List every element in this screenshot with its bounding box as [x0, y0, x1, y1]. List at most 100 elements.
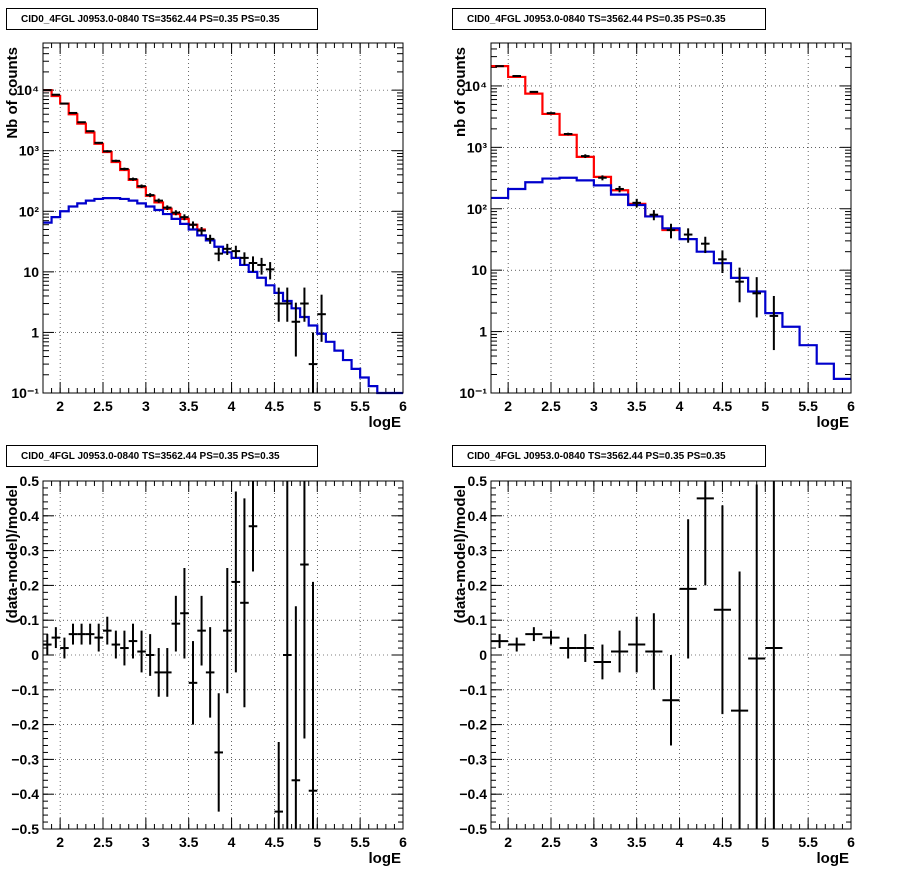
data-point: [317, 294, 326, 342]
x-tick-label: 2.5: [541, 834, 561, 850]
panel-3: 2 2.5 3 3.5 4 4.5 5 5.5 6 −0.5 −0.4 −0.3 −0.2 −0.1 0 0.…: [4, 473, 407, 867]
data-point: [529, 90, 539, 93]
data-point: [248, 481, 258, 572]
data-point: [581, 154, 590, 159]
data-point: [765, 481, 783, 829]
x-tick-label: 3.5: [179, 834, 199, 850]
x-tick-label: 3: [142, 398, 150, 414]
data-point: [77, 623, 86, 645]
data-point: [598, 175, 607, 181]
data-point: [145, 634, 155, 676]
data-point: [731, 571, 749, 829]
data-point: [542, 630, 560, 645]
data-point: [103, 150, 112, 153]
y-tick-label: 0.2: [20, 577, 40, 593]
data-point: [111, 630, 121, 659]
y-tick-label: 10⁻¹: [459, 385, 487, 401]
data-point: [223, 568, 232, 694]
y-tick-label: 10³: [19, 143, 40, 159]
data-point: [649, 210, 659, 221]
y-tick-label: 0.3: [468, 543, 488, 559]
y-tick-label: 1: [479, 324, 487, 340]
data-point: [563, 132, 573, 136]
data-point: [77, 121, 86, 124]
data-point: [666, 223, 676, 239]
x-tick-label: 4: [676, 398, 684, 414]
x-axis-title: logE: [369, 414, 402, 431]
data-point: [559, 637, 577, 659]
y-tick-label: 0: [31, 647, 39, 663]
y-axis-title: nb of counts: [452, 47, 469, 137]
x-tick-label: 5.5: [350, 398, 370, 414]
y-tick-label: 10²: [19, 203, 40, 219]
x-tick-label: 2: [56, 834, 64, 850]
x-tick-label: 5: [313, 398, 321, 414]
data-point: [718, 250, 727, 273]
x-tick-label: 5.5: [350, 834, 370, 850]
data-point: [180, 568, 189, 659]
x-tick-label: 5: [761, 834, 769, 850]
y-tick-label: −0.2: [11, 717, 39, 733]
data-point: [188, 221, 198, 229]
y-tick-label: 10: [471, 262, 487, 278]
x-tick-label: 4.5: [265, 834, 285, 850]
data-point: [308, 332, 318, 393]
data-point: [748, 484, 766, 829]
data-point: [60, 102, 69, 105]
data-point: [611, 630, 629, 673]
y-tick-label: 10⁴: [465, 78, 488, 94]
data-point: [274, 742, 283, 829]
data-point: [291, 302, 301, 357]
y-tick-label: −0.5: [459, 821, 487, 837]
x-tick-label: 5: [313, 834, 321, 850]
data-point: [508, 637, 526, 652]
x-tick-label: 6: [399, 834, 407, 850]
data-point: [43, 634, 52, 655]
panel-2: 2 2.5 3 3.5 4 4.5 5 5.5 6 10⁻¹ 1 10 10² 10³ 10⁴ logE nb …: [452, 42, 855, 431]
y-tick-label: 0.4: [20, 508, 40, 524]
data-point: [512, 75, 521, 78]
data-point: [300, 481, 309, 739]
data-point: [495, 65, 504, 68]
data-point: [205, 234, 215, 244]
data-point: [103, 616, 112, 645]
data-point: [214, 247, 223, 262]
data-point: [735, 267, 744, 303]
data-point: [632, 198, 641, 208]
data-point: [265, 262, 275, 280]
plot-frame: [42, 480, 404, 830]
data-point: [145, 193, 155, 198]
data-point: [120, 630, 129, 666]
x-tick-label: 2.5: [93, 398, 113, 414]
data-point: [240, 252, 249, 265]
x-tick-label: 3.5: [627, 834, 647, 850]
x-tick-label: 3.5: [627, 398, 647, 414]
data-point: [248, 256, 258, 272]
x-tick-label: 6: [847, 834, 855, 850]
data-point: [662, 655, 680, 746]
data-point: [713, 505, 731, 715]
data-point: [85, 623, 95, 645]
y-tick-label: −0.3: [11, 751, 39, 767]
y-tick-label: 0.5: [468, 473, 488, 489]
data-point: [231, 245, 241, 258]
data-point: [94, 623, 103, 652]
y-axis-title: Nb of counts: [4, 47, 21, 139]
data-point: [154, 648, 163, 697]
x-tick-label: 2.5: [93, 834, 113, 850]
x-tick-label: 4.5: [265, 398, 285, 414]
data-point: [163, 648, 172, 697]
y-tick-label: −0.2: [459, 717, 487, 733]
y-tick-label: −0.1: [459, 682, 487, 698]
x-tick-label: 3: [142, 834, 150, 850]
data-point: [231, 491, 241, 673]
x-tick-label: 4: [228, 834, 236, 850]
data-point: [43, 89, 52, 92]
y-tick-label: −0.4: [11, 786, 39, 802]
x-tick-label: 4.5: [713, 398, 733, 414]
data-point: [300, 287, 309, 322]
data-point: [188, 641, 198, 725]
data-point: [240, 498, 249, 708]
panel-1-title-box: CID0_4FGL J0953.0-0840 TS=3562.44 PS=0.3…: [6, 8, 318, 30]
